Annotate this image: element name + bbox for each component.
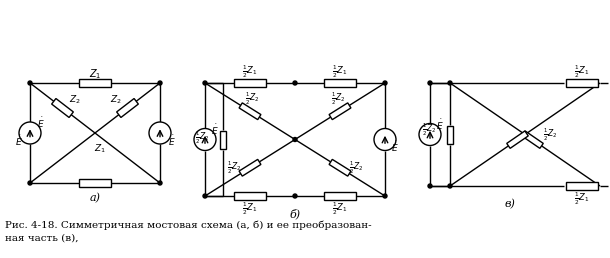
Bar xyxy=(566,79,598,87)
Bar xyxy=(117,99,138,117)
Bar xyxy=(79,179,111,187)
Text: $\frac{1}{2}Z_1$: $\frac{1}{2}Z_1$ xyxy=(574,191,590,207)
Bar xyxy=(566,182,598,190)
Bar xyxy=(324,79,356,87)
Bar xyxy=(522,131,544,148)
Circle shape xyxy=(448,184,452,188)
Bar xyxy=(324,192,356,200)
Text: а): а) xyxy=(90,193,101,203)
Circle shape xyxy=(448,81,452,85)
Circle shape xyxy=(374,128,396,150)
Circle shape xyxy=(194,128,216,150)
Bar xyxy=(239,103,261,120)
Circle shape xyxy=(19,122,41,144)
Text: $\frac{1}{2}Z_2$: $\frac{1}{2}Z_2$ xyxy=(422,122,436,138)
Circle shape xyxy=(203,194,207,198)
Bar xyxy=(220,131,226,149)
Text: $\frac{1}{2}Z_1$: $\frac{1}{2}Z_1$ xyxy=(242,201,258,217)
Circle shape xyxy=(419,124,441,146)
Text: $\frac{1}{2}Z_1$: $\frac{1}{2}Z_1$ xyxy=(574,64,590,80)
Text: $\dot{E}$: $\dot{E}$ xyxy=(391,140,399,154)
Circle shape xyxy=(28,81,32,85)
Bar xyxy=(329,159,351,176)
Circle shape xyxy=(428,81,432,85)
Text: $\dot{E}$: $\dot{E}$ xyxy=(168,134,176,148)
Bar xyxy=(234,192,266,200)
Text: $\frac{1}{2}Z_2$: $\frac{1}{2}Z_2$ xyxy=(331,91,345,107)
Circle shape xyxy=(158,181,162,185)
Text: $Z_1$: $Z_1$ xyxy=(94,143,106,155)
Bar xyxy=(239,159,261,176)
Text: $\frac{1}{2}Z_2$: $\frac{1}{2}Z_2$ xyxy=(349,160,363,176)
Text: $\frac{1}{2}Z_1$: $\frac{1}{2}Z_1$ xyxy=(242,64,258,80)
Circle shape xyxy=(428,184,432,188)
Bar xyxy=(447,125,453,143)
Text: $\frac{1}{2}Z_2$: $\frac{1}{2}Z_2$ xyxy=(245,91,259,107)
Circle shape xyxy=(383,81,387,85)
Text: б): б) xyxy=(289,209,301,219)
Bar xyxy=(79,79,111,87)
Text: $\frac{1}{2}Z_2$: $\frac{1}{2}Z_2$ xyxy=(227,160,241,176)
Text: $Z_1$: $Z_1$ xyxy=(88,67,101,81)
Text: $\dot{E}$: $\dot{E}$ xyxy=(15,134,23,148)
Text: Рис. 4-18. Симметричная мостовая схема (а, б) и ее преобразован-: Рис. 4-18. Симметричная мостовая схема (… xyxy=(5,220,371,230)
Bar xyxy=(52,99,73,117)
Text: $Z_2$: $Z_2$ xyxy=(110,94,121,106)
Circle shape xyxy=(203,81,207,85)
Text: $\dot{E}$: $\dot{E}$ xyxy=(436,117,443,132)
Text: $\frac{1}{2}Z_1$: $\frac{1}{2}Z_1$ xyxy=(332,201,348,217)
Circle shape xyxy=(158,81,162,85)
Text: $\dot{E}$: $\dot{E}$ xyxy=(211,123,218,136)
Text: $\frac{1}{2}Z_2$: $\frac{1}{2}Z_2$ xyxy=(544,127,558,143)
Text: $Z_2$: $Z_2$ xyxy=(68,94,81,106)
Bar xyxy=(234,79,266,87)
Text: $\dot{E}$: $\dot{E}$ xyxy=(37,116,45,130)
Text: ная часть (в),: ная часть (в), xyxy=(5,234,79,243)
Text: $\frac{1}{2}Z_2$: $\frac{1}{2}Z_2$ xyxy=(195,130,209,146)
Circle shape xyxy=(293,138,297,141)
Bar xyxy=(507,131,528,148)
Circle shape xyxy=(149,122,171,144)
Bar xyxy=(329,103,351,120)
Circle shape xyxy=(28,181,32,185)
Circle shape xyxy=(383,194,387,198)
Circle shape xyxy=(293,81,297,85)
Circle shape xyxy=(293,194,297,198)
Text: в): в) xyxy=(504,199,515,209)
Text: $\frac{1}{2}Z_1$: $\frac{1}{2}Z_1$ xyxy=(332,64,348,80)
